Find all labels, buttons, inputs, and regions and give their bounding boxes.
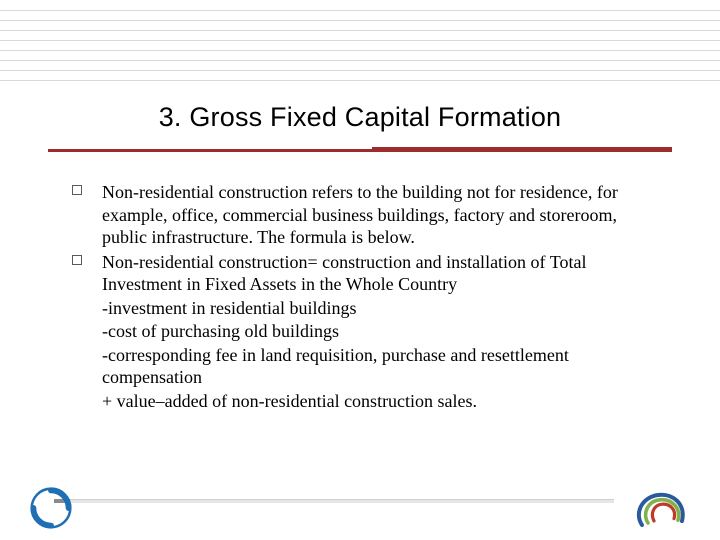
bullet-text: -cost of purchasing old buildings	[102, 320, 658, 343]
title-underline	[48, 147, 672, 153]
slide-title: 3. Gross Fixed Capital Formation	[0, 0, 720, 143]
oecd-logo-icon	[634, 489, 690, 534]
slide-footer	[0, 488, 720, 534]
circular-swirl-logo-icon	[30, 487, 72, 534]
bullet-item: Non-residential construction= constructi…	[76, 251, 658, 413]
bullet-text: Non-residential construction= constructi…	[102, 251, 658, 296]
bullet-text: -corresponding fee in land requisition, …	[102, 344, 658, 389]
square-bullet-icon	[72, 185, 82, 195]
slide-body: Non-residential construction refers to t…	[0, 153, 720, 412]
square-bullet-icon	[72, 255, 82, 265]
bullet-item: Non-residential construction refers to t…	[76, 181, 658, 249]
bullet-text: -investment in residential buildings	[102, 297, 658, 320]
slide-container: 3. Gross Fixed Capital Formation Non-res…	[0, 0, 720, 412]
bullet-text: Non-residential construction refers to t…	[102, 181, 658, 249]
bullet-text: + value–added of non-residential constru…	[102, 390, 658, 413]
footer-divider-bar	[54, 499, 614, 503]
